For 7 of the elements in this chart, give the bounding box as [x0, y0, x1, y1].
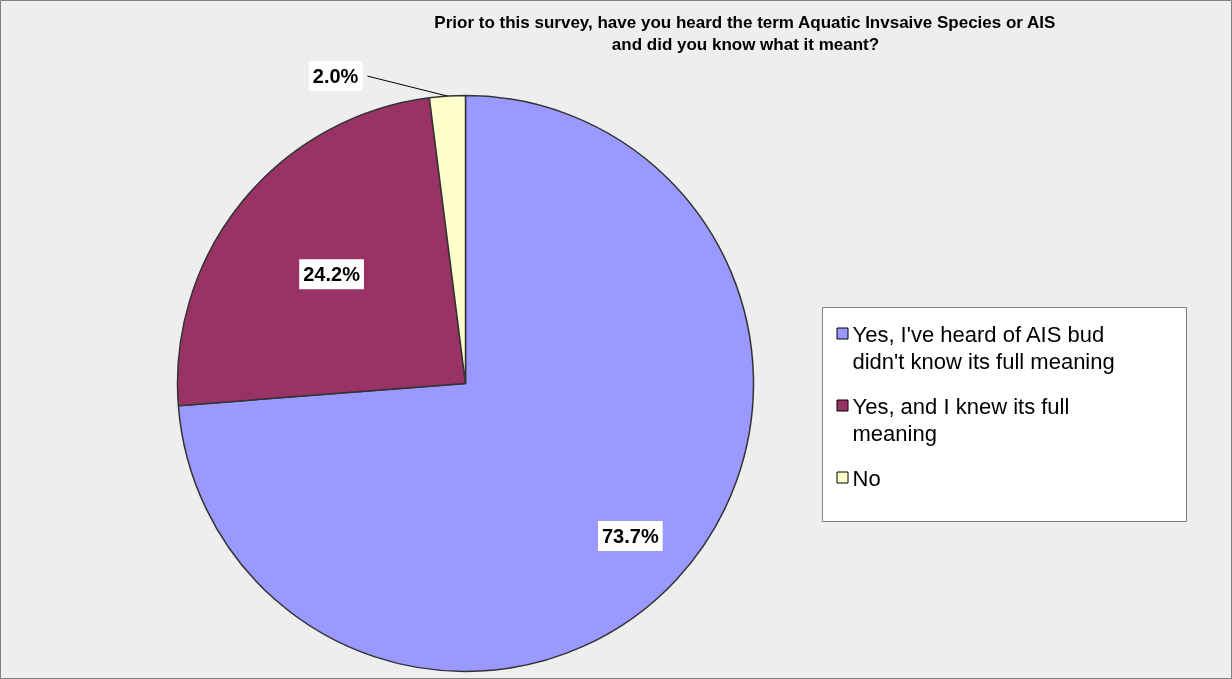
data-label: 24.2% [303, 263, 361, 286]
chart-title: Prior to this survey, have you heard the term Aquatic Invsaive Species or AIS and did you know what it meant? [434, 12, 1056, 55]
data-label: 2.0% [312, 65, 359, 88]
legend-label: Yes, and I knew its full meaning [852, 393, 1070, 446]
legend-label: Yes, I've heard of AIS bud didn't know its full meaning [852, 321, 1115, 374]
legend-label: No [852, 465, 881, 491]
data-label: 73.7% [601, 525, 659, 548]
